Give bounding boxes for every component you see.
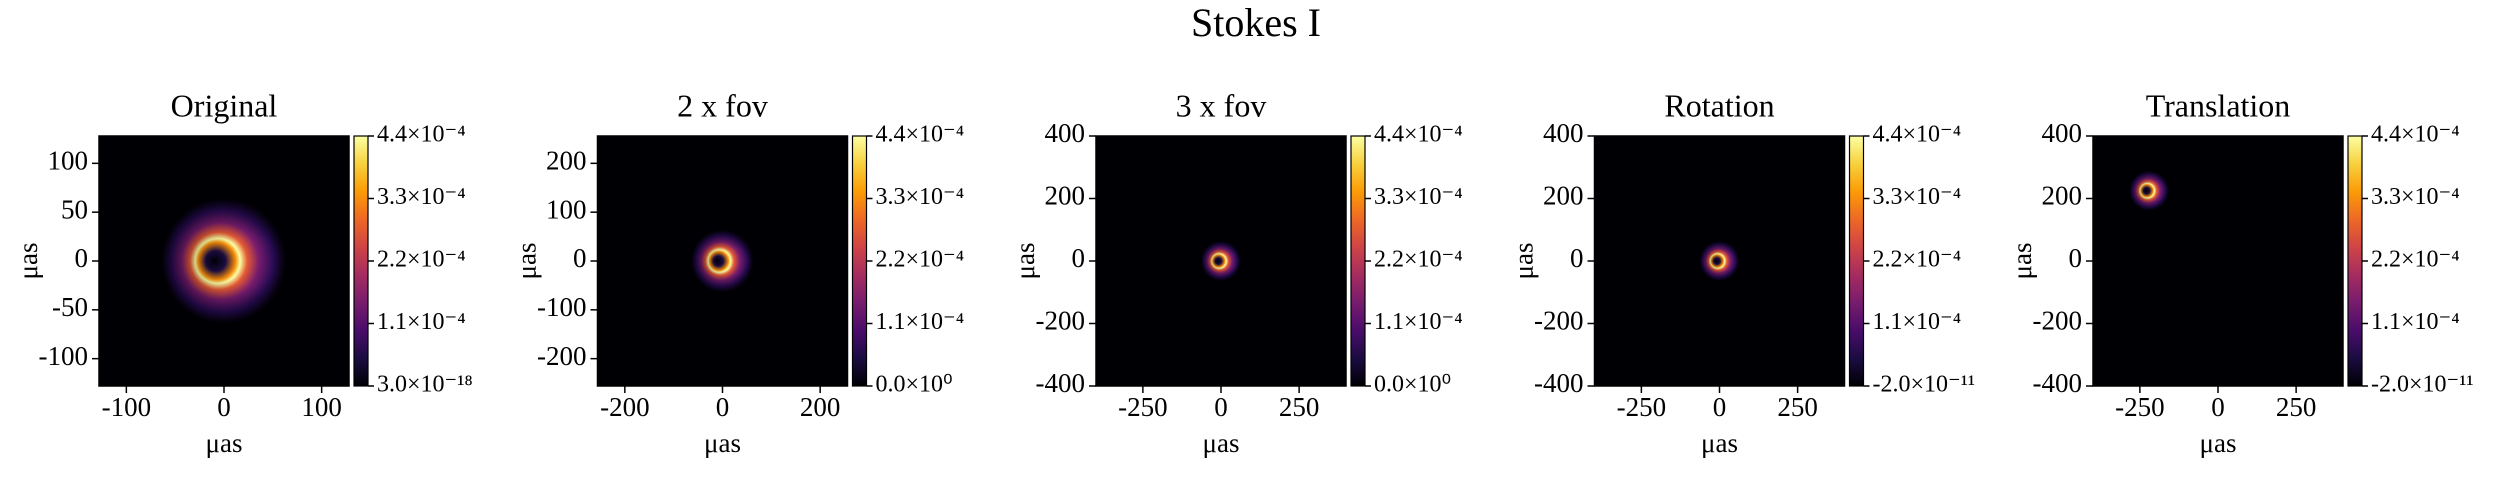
colorbar [1350,135,1366,387]
colorbar-tick-label: 1.1×10⁻⁴ [1374,309,1463,335]
y-tick-label: 0 [1072,243,1086,273]
y-tick-label: 200 [1543,181,1584,211]
colorbar-tick-label: 1.1×10⁻⁴ [2371,309,2460,335]
colorbar-tick-label: 1.1×10⁻⁴ [1873,309,1962,335]
x-tick-label: -250 [2115,392,2165,422]
y-axis-label: μas [13,243,43,280]
colorbar-tick-label: 4.4×10⁻⁴ [2371,122,2460,148]
colorbar-tick-label: 3.0×10⁻¹⁸ [377,372,473,398]
figure-title: Stokes I [1191,0,1321,45]
image-layer [691,229,754,293]
colorbar-tick-label: 4.4×10⁻⁴ [377,122,466,148]
colorbar-tick-label: 3.3×10⁻⁴ [2371,184,2460,210]
y-tick-label: 100 [48,146,89,176]
y-tick-label: 0 [75,243,89,273]
ring-shade [1201,241,1241,281]
ring-shade [2129,170,2170,211]
y-tick-label: 100 [546,194,587,224]
x-tick-label: 100 [301,392,342,422]
x-tick-label: 250 [2276,392,2317,422]
colorbar-tick-label: 3.3×10⁻⁴ [1374,184,1463,210]
image-layer [1201,241,1241,281]
y-tick-label: -400 [2033,368,2083,398]
image-layer [1699,241,1740,281]
colorbar-tick-label: 2.2×10⁻⁴ [377,247,466,273]
x-tick-label: 250 [1777,392,1818,422]
colorbar-tick-label: 1.1×10⁻⁴ [377,309,466,335]
x-tick-label: -100 [102,392,152,422]
y-tick-label: -200 [1534,306,1584,336]
x-axis-label: μas [1203,428,1240,458]
x-axis-label: μas [704,428,741,458]
y-tick-label: 200 [2042,181,2083,211]
x-tick-label: 0 [1214,392,1228,422]
colorbar-tick-label: 3.3×10⁻⁴ [876,184,965,210]
y-tick-label: -200 [1036,306,1086,336]
y-tick-label: 200 [546,146,587,176]
y-tick-label: -400 [1036,368,1086,398]
y-tick-label: 400 [1045,118,1086,148]
colorbar [2347,135,2363,387]
x-tick-label: -250 [1617,392,1667,422]
y-tick-label: 400 [1543,118,1584,148]
y-tick-label: 0 [1570,243,1584,273]
x-tick-label: 200 [800,392,841,422]
panel-title: Rotation [1664,87,1774,123]
colorbar [353,135,369,387]
x-tick-label: 250 [1279,392,1320,422]
colorbar-tick-label: 2.2×10⁻⁴ [1873,247,1962,273]
x-axis-label: μas [206,428,243,458]
y-tick-label: 0 [2069,243,2083,273]
colorbar-tick-label: 2.2×10⁻⁴ [2371,247,2460,273]
colorbar-tick-label: 3.3×10⁻⁴ [377,184,466,210]
x-tick-label: 0 [2211,392,2225,422]
y-tick-label: 0 [573,243,587,273]
colorbar-tick-label: 3.3×10⁻⁴ [1873,184,1962,210]
colorbar-tick-label: 2.2×10⁻⁴ [1374,247,1463,273]
x-tick-label: 0 [716,392,730,422]
panel-title: Original [171,87,278,123]
colorbar [1848,135,1865,387]
image-background [2093,136,2343,386]
y-axis-label: μas [512,243,542,280]
y-tick-label: -400 [1534,368,1584,398]
y-tick-label: -50 [52,292,88,322]
y-axis-label: μas [1509,243,1539,280]
y-axis-label: μas [1010,243,1040,280]
colorbar-tick-label: 4.4×10⁻⁴ [1873,122,1962,148]
colorbar-tick-label: 4.4×10⁻⁴ [1374,122,1463,148]
image-layer [161,198,287,324]
colorbar-tick-label: 1.1×10⁻⁴ [876,309,965,335]
x-tick-label: -250 [1118,392,1168,422]
y-tick-label: 200 [1045,181,1086,211]
colorbar [851,135,868,387]
y-tick-label: -100 [537,292,587,322]
x-axis-label: μas [2200,428,2237,458]
y-tick-label: -100 [39,341,89,371]
panel-title: Translation [2146,87,2291,123]
panel-title: 3 x fov [1176,87,1267,123]
colorbar-tick-label: 4.4×10⁻⁴ [876,122,965,148]
x-tick-label: 0 [1713,392,1727,422]
colorbar-tick-label: 0.0×10⁰ [876,372,953,398]
y-axis-label: μas [2007,243,2037,280]
x-axis-label: μas [1701,428,1738,458]
ring-shade [691,229,754,293]
y-tick-label: 400 [2042,118,2083,148]
colorbar-tick-label: -2.0×10⁻¹¹ [2371,372,2474,398]
x-tick-label: 0 [217,392,231,422]
x-tick-label: -200 [600,392,650,422]
colorbar-tick-label: 0.0×10⁰ [1374,372,1451,398]
ring-shade [1699,241,1740,281]
panel-title: 2 x fov [677,87,768,123]
ring-shade [161,198,287,324]
y-tick-label: 50 [61,194,88,224]
colorbar-tick-label: -2.0×10⁻¹¹ [1873,372,1976,398]
image-layer [2129,170,2170,211]
colorbar-tick-label: 2.2×10⁻⁴ [876,247,965,273]
y-tick-label: -200 [537,341,587,371]
y-tick-label: -200 [2033,306,2083,336]
